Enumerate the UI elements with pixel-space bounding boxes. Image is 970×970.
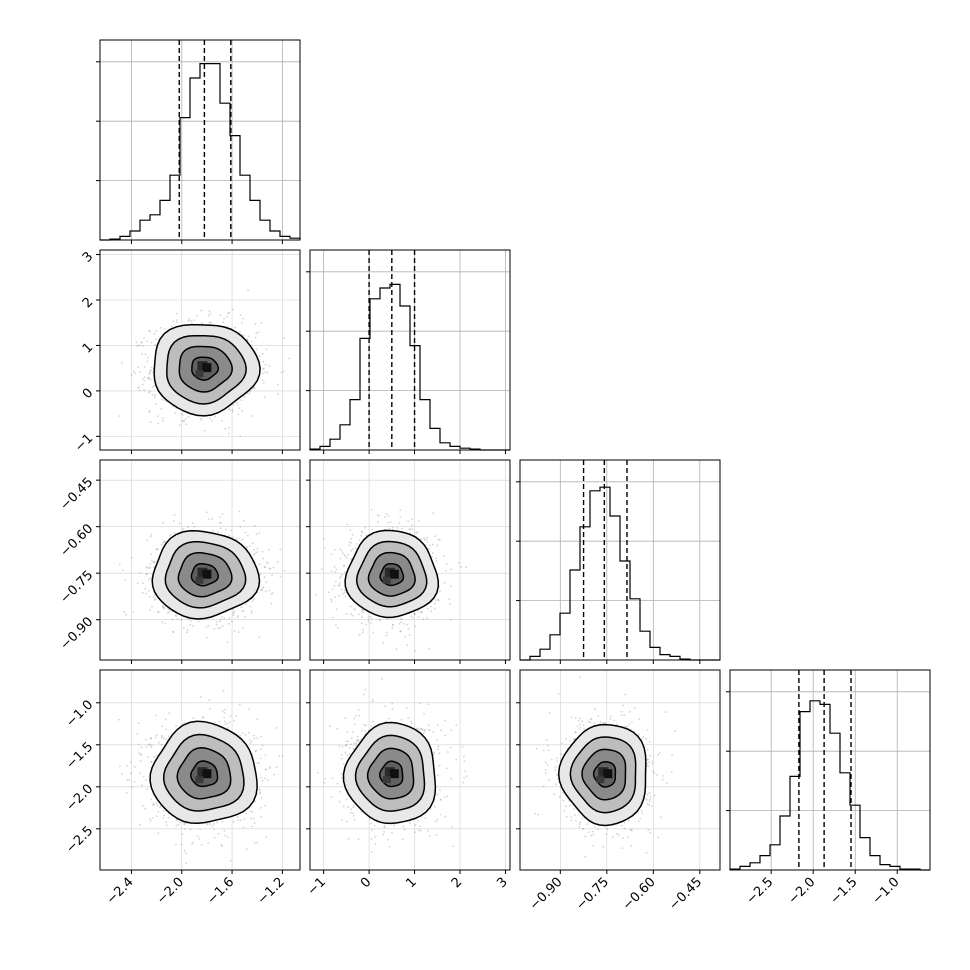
y-tick-label: −0.75	[58, 568, 97, 607]
x-tick-label: −0.75	[573, 875, 612, 914]
x-tick-label: −1	[305, 875, 329, 899]
y-tick-label: −2.5	[63, 824, 96, 857]
scatter-panel-1-4	[96, 669, 301, 874]
scatter-panel-1-3	[96, 459, 301, 664]
x-tick-label: −1.0	[870, 875, 903, 908]
density-core	[195, 567, 212, 584]
scatter-panel-1-2	[96, 249, 301, 454]
panel-frame	[519, 669, 721, 871]
panel-frame	[309, 459, 511, 661]
y-tick-label: 2	[80, 295, 96, 311]
y-tick-label: 3	[80, 249, 96, 265]
histogram-panel-1	[96, 39, 301, 244]
x-tick-label: −2.0	[786, 875, 819, 908]
panel-frame	[519, 459, 721, 661]
histogram-panel-2	[306, 249, 511, 454]
x-tick-label: 3	[494, 875, 510, 891]
panel-frame	[99, 669, 301, 871]
x-tick-label: −1.5	[828, 875, 861, 908]
density-core	[195, 767, 212, 784]
y-tick-label: −2.0	[63, 782, 96, 815]
scatter-panel-3-4	[516, 669, 721, 874]
panel-frame	[729, 669, 931, 871]
x-tick-label: 0	[358, 875, 374, 891]
histogram-line	[520, 486, 720, 661]
x-tick-label: −2.4	[104, 875, 137, 908]
histogram-line	[729, 700, 930, 871]
density-core	[596, 767, 613, 784]
density-core	[382, 767, 399, 784]
scatter-panel-2-4	[306, 669, 511, 874]
x-tick-label: −2.0	[154, 875, 187, 908]
x-tick-label: −0.45	[666, 875, 705, 914]
y-tick-label: −1	[72, 431, 96, 455]
x-tick-label: −1.6	[204, 875, 237, 908]
panel-frame	[309, 669, 511, 871]
x-tick-label: 1	[403, 875, 419, 891]
y-tick-label: −0.90	[58, 614, 97, 653]
panel-frame	[99, 459, 301, 661]
y-tick-label: −1.5	[63, 739, 96, 772]
y-tick-label: 0	[80, 386, 96, 402]
x-tick-label: −0.60	[620, 875, 659, 914]
x-tick-label: −1.2	[255, 875, 288, 908]
x-tick-label: −0.90	[527, 875, 566, 914]
panel-frame	[99, 39, 301, 241]
density-core	[195, 361, 212, 378]
scatter-panel-2-3	[306, 459, 511, 664]
y-tick-label: 1	[80, 340, 96, 356]
density-core	[382, 567, 399, 584]
x-tick-label: 2	[449, 875, 465, 891]
histogram-line	[309, 283, 510, 451]
panel-frame	[309, 249, 511, 451]
panel-frame	[99, 249, 301, 451]
y-tick-label: −1.0	[63, 697, 96, 730]
histogram-panel-3	[516, 459, 721, 664]
y-tick-label: −0.60	[58, 521, 97, 560]
y-tick-label: −0.45	[58, 475, 97, 514]
x-tick-label: −2.5	[744, 875, 777, 908]
histogram-panel-4	[726, 669, 931, 874]
histogram-line	[100, 63, 301, 241]
